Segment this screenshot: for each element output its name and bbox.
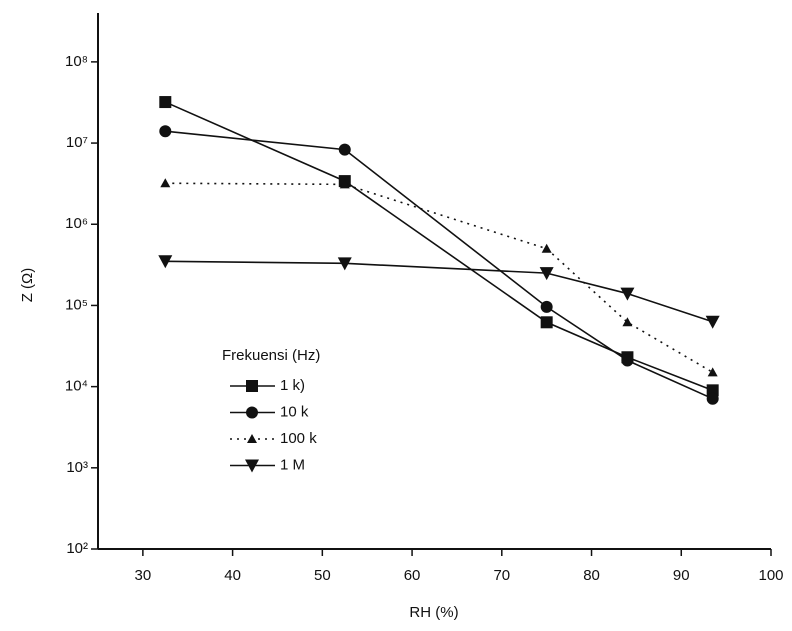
- marker: [540, 300, 553, 313]
- marker: [620, 287, 635, 301]
- marker: [622, 317, 633, 327]
- y-tick-label: 10⁸: [65, 53, 88, 70]
- legend-marker: [246, 406, 258, 419]
- x-tick-label: 90: [673, 567, 690, 584]
- y-tick-label: 10⁶: [65, 215, 88, 232]
- x-axis-label: RH (%): [409, 604, 458, 621]
- marker: [337, 257, 352, 271]
- marker: [339, 179, 350, 189]
- marker: [621, 354, 634, 367]
- y-tick-label: 10⁴: [65, 378, 88, 395]
- marker: [159, 96, 172, 109]
- legend-marker: [247, 434, 257, 443]
- marker: [540, 316, 553, 329]
- y-tick-label: 10⁷: [66, 134, 88, 151]
- x-tick-label: 30: [135, 567, 152, 584]
- marker: [158, 255, 173, 269]
- x-tick-label: 60: [404, 567, 421, 584]
- x-tick-label: 50: [314, 567, 331, 584]
- marker: [705, 315, 720, 329]
- marker: [707, 367, 718, 377]
- y-tick-label: 10²: [66, 540, 88, 557]
- legend-label: 100 k: [280, 430, 317, 447]
- series-line: [165, 182, 714, 374]
- legend-marker: [245, 459, 259, 473]
- marker: [159, 125, 172, 138]
- marker: [706, 392, 719, 405]
- y-tick-label: 10⁵: [65, 296, 88, 313]
- marker: [541, 243, 552, 253]
- marker: [539, 267, 554, 281]
- legend-label: 1 M: [280, 456, 305, 473]
- y-tick-label: 10³: [66, 459, 88, 476]
- x-tick-label: 40: [224, 567, 241, 584]
- marker: [338, 143, 351, 156]
- marker: [706, 384, 719, 397]
- marker: [160, 178, 171, 188]
- x-tick-label: 70: [493, 567, 510, 584]
- y-axis-label: Z (Ω): [19, 268, 36, 303]
- legend-title: Frekuensi (Hz): [222, 347, 320, 364]
- x-tick-label: 80: [583, 567, 600, 584]
- legend-label: 10 k: [280, 403, 309, 420]
- legend-marker: [246, 380, 258, 392]
- legend-label: 1 k): [280, 377, 305, 394]
- x-tick-label: 100: [758, 567, 783, 584]
